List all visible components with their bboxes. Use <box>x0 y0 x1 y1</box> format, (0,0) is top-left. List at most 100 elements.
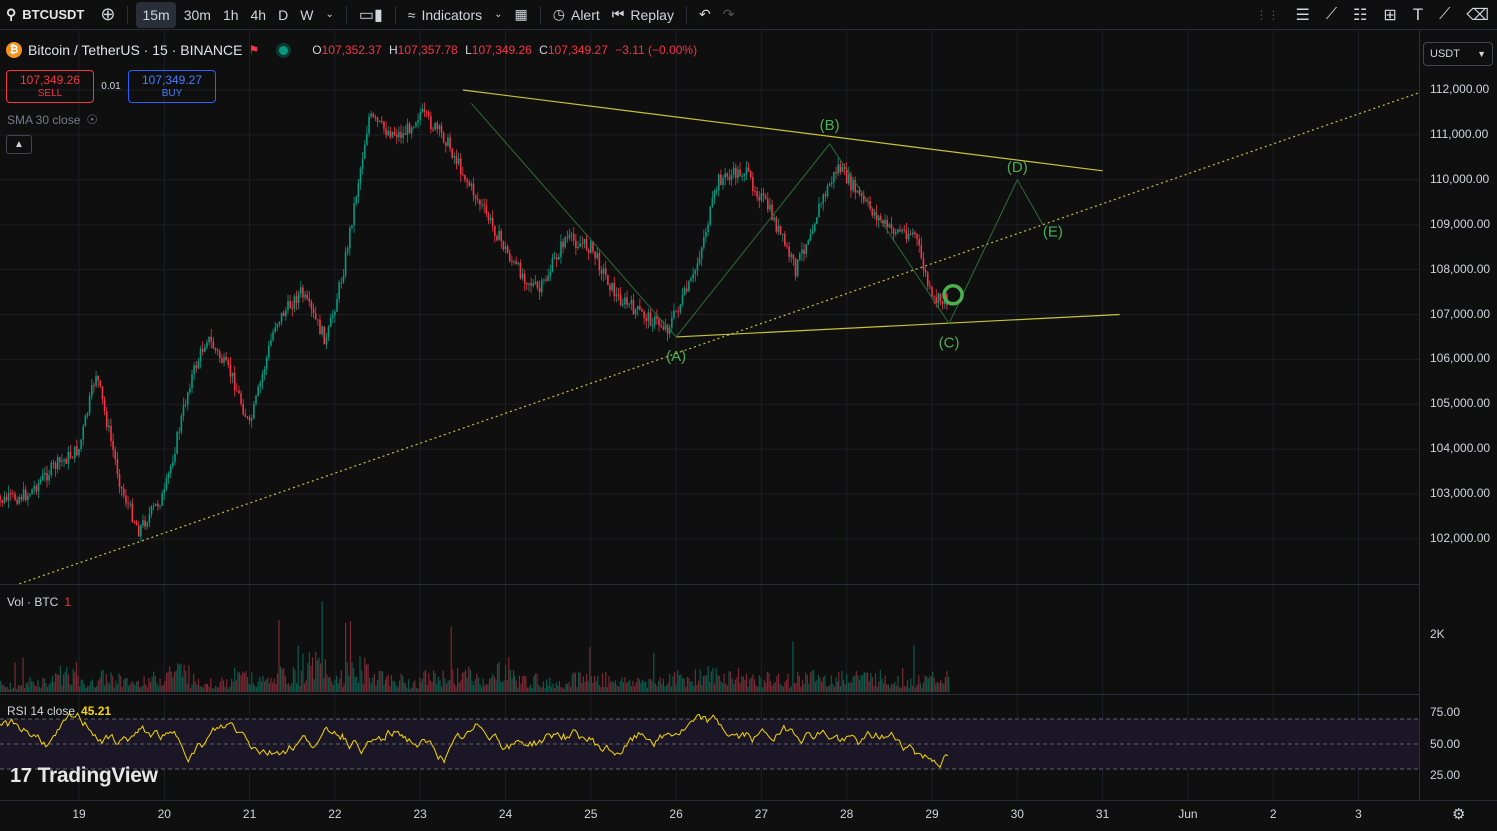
chart-canvas[interactable]: (A) (B) (C) (D) (E) <box>0 31 1419 800</box>
candle-body <box>568 234 571 238</box>
candle-body <box>850 174 852 191</box>
indicators-icon: ≈ <box>407 6 416 23</box>
candle-body <box>176 432 178 454</box>
pane-divider[interactable] <box>0 694 1419 695</box>
eraser-icon[interactable]: ⌫ <box>1466 7 1489 24</box>
time-axis[interactable]: ⚙ 19 20 21 22 23 24 25 26 27 28 29 30 31 Jun 2 3 <box>0 800 1497 831</box>
volume-bar <box>201 686 203 692</box>
candle-body <box>811 231 814 235</box>
volume-bar <box>43 678 46 692</box>
tradingview-logo[interactable]: 17 TradingView <box>10 764 158 788</box>
candle-body <box>679 304 682 312</box>
volume-bar <box>731 678 733 692</box>
volume-bar <box>629 679 631 692</box>
indicators-button[interactable]: ≈ Indicators <box>402 0 488 30</box>
interval-30m-button[interactable]: 30m <box>183 6 211 23</box>
volume-bar <box>243 672 245 692</box>
candle-body <box>80 439 82 450</box>
price-axis[interactable]: 112,000.00 111,000.00 110,000.00 109,000.00… <box>1419 30 1497 800</box>
interval-w-button[interactable]: W <box>300 6 314 23</box>
undo-icon[interactable]: ↶ <box>698 6 711 22</box>
symbol-search[interactable]: ⚲ BTCUSDT <box>0 0 94 30</box>
collapse-legend-button[interactable]: ▲ <box>6 135 32 154</box>
volume-bar <box>472 685 475 692</box>
volume-bar <box>753 679 756 692</box>
candle-body <box>174 453 176 463</box>
alert-button[interactable]: ◷ Alert <box>547 0 606 30</box>
candle-body <box>711 198 714 207</box>
volume-bar <box>837 681 839 692</box>
interval-1h-button[interactable]: 1h <box>222 6 239 23</box>
candle-body <box>129 503 131 505</box>
volume-bar <box>140 687 142 692</box>
gann-box-icon[interactable]: ⊞ <box>1383 7 1397 24</box>
compare-add-icon[interactable]: ⊕ <box>100 4 116 24</box>
brush-icon[interactable]: ⟋ <box>1439 6 1451 23</box>
volume-bar <box>149 682 152 692</box>
volume-bar <box>262 675 264 692</box>
volume-bar <box>742 676 744 692</box>
candle-body <box>434 122 436 130</box>
volume-bar <box>170 671 172 692</box>
volume-bar <box>186 683 188 692</box>
interval-d-button[interactable]: D <box>278 6 289 23</box>
candles-icon[interactable]: ▭▮ <box>358 6 383 24</box>
pane-divider[interactable] <box>0 584 1419 585</box>
volume-bar <box>265 679 267 692</box>
candle-body <box>532 283 535 286</box>
drag-handle-icon[interactable]: ⋮⋮ <box>1255 8 1280 22</box>
candle-body <box>547 276 549 281</box>
volume-bar <box>356 676 358 692</box>
candle-body <box>137 525 140 537</box>
interval-4h-button[interactable]: 4h <box>250 6 267 23</box>
sell-button[interactable]: 107,349.26 SELL <box>6 70 94 103</box>
volume-bar <box>895 685 897 692</box>
indicators-chevron-icon[interactable]: ⌄ <box>494 9 503 20</box>
currency-select[interactable]: USDT ▼ <box>1423 42 1493 66</box>
layouts-grid-icon[interactable]: ▦ <box>514 6 528 22</box>
parallel-channel-icon[interactable]: ☷ <box>1353 7 1368 24</box>
settings-gear-icon[interactable]: ⚙ <box>1452 806 1466 823</box>
volume-bar <box>657 680 660 692</box>
redo-icon[interactable]: ↷ <box>722 6 735 22</box>
interval-15m-button[interactable]: 15m <box>136 1 176 28</box>
candle-body <box>191 373 193 389</box>
volume-bar <box>107 681 109 692</box>
volume-bar <box>763 680 765 692</box>
volume-bar <box>704 675 706 692</box>
candle-body <box>570 233 573 235</box>
volume-bar <box>108 683 111 692</box>
volume-bar <box>498 661 500 692</box>
buy-button[interactable]: 107,349.27 BUY <box>128 70 216 103</box>
candle-body <box>427 112 430 117</box>
candle-body <box>370 113 372 117</box>
candle-body <box>400 131 402 138</box>
volume-bar <box>353 668 355 692</box>
volume-bar <box>433 670 435 692</box>
candle-body <box>61 460 63 462</box>
volume-bar <box>765 682 767 692</box>
volume-bar <box>308 652 310 692</box>
trendline <box>19 92 1419 585</box>
volume-bar <box>448 679 451 692</box>
volume-bar <box>165 673 168 692</box>
candle-body <box>500 230 503 242</box>
replay-button[interactable]: ⏮ Replay <box>606 0 680 30</box>
trendline-icon[interactable]: ⟋ <box>1325 6 1338 23</box>
sma-indicator-legend[interactable]: SMA 30 close ☉ <box>7 112 98 128</box>
volume-bar <box>50 682 52 692</box>
candle-body <box>775 217 778 232</box>
volume-bar <box>238 672 241 692</box>
text-tool-icon[interactable]: T <box>1412 5 1424 24</box>
horizontal-lines-icon[interactable]: ☰ <box>1295 7 1310 24</box>
volume-bar <box>240 675 242 692</box>
eye-hidden-icon[interactable]: ☉ <box>86 112 99 127</box>
interval-dropdown-chevron-icon[interactable]: ⌄ <box>325 9 334 20</box>
candle-body <box>172 462 174 466</box>
trade-panel: 107,349.26 SELL 0.01 <box>6 70 187 103</box>
volume-bar <box>865 672 867 692</box>
volume-bar <box>128 685 130 692</box>
toolbar-divider <box>685 5 687 24</box>
volume-bar <box>297 645 299 692</box>
time-axis-label: 26 <box>669 807 683 821</box>
